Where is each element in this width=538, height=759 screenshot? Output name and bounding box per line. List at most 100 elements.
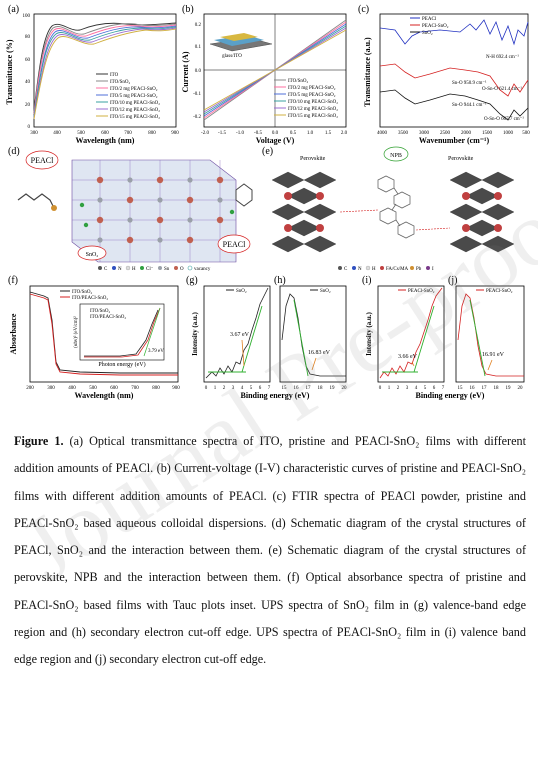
legend-entry: C: [104, 267, 108, 272]
xtick: 6: [259, 386, 262, 391]
panel-e-perovskite-right: Perovskite: [448, 156, 515, 253]
xtick: 20: [342, 386, 348, 391]
legend-entry: PEACl-SnO₂: [486, 289, 513, 294]
xtick: -2.0: [201, 131, 209, 136]
peacl-n-atom: [51, 205, 57, 211]
panel-f-ylabel: Absorbance: [9, 313, 18, 354]
legend-entry: ITO/15 mg PEACl-SnO₂: [110, 115, 160, 120]
ftir-annotation: O-Sn-O 607.7 cm⁻¹: [484, 116, 524, 122]
device-electrode: [220, 33, 258, 41]
perovskite-label: Perovskite: [300, 156, 326, 162]
sno2-lattice-box: [71, 159, 237, 263]
arrow: [241, 339, 245, 367]
xtick: 800: [152, 386, 160, 391]
arrow: [311, 357, 317, 371]
tauc-sno2: [84, 309, 159, 357]
ij-xlabel: Binding energy (eV): [416, 391, 485, 400]
panel-d-peacl-right: PEACl: [217, 183, 253, 254]
panel-b-letter: (b): [182, 4, 194, 15]
panel-b-curves: [203, 19, 347, 121]
arrow: [411, 361, 415, 367]
xtick: 1.5: [325, 131, 332, 136]
legend-entry: PEACl-SnO₂: [408, 289, 435, 294]
xtick: 900: [172, 386, 180, 391]
figure-1: (a) ITO ITO/SnO₂ ITO/2 mg PEACl-SnO₂ ITO…: [5, 4, 530, 400]
xtick: 4: [241, 386, 244, 391]
perovskite-label: Perovskite: [448, 156, 474, 162]
legend-entry: ITO/PEACl-SnO₂: [72, 296, 108, 301]
cutoff-value: 16.91 eV: [482, 352, 505, 358]
panel-i-xticks: 0 1 2 3 4 5 6 7: [379, 386, 445, 391]
ytick: 60: [25, 58, 31, 63]
xtick: 1500: [482, 131, 493, 136]
ytick: 40: [25, 80, 31, 85]
panel-f-letter: (f): [8, 275, 18, 286]
xtick: 1: [388, 386, 391, 391]
xtick: 0: [205, 386, 208, 391]
xtick: 400: [53, 131, 61, 136]
legend-entry: ITO/12 mg PEACl-SnO₂: [288, 107, 338, 112]
npb-callout: [383, 146, 409, 162]
legend-entry: PEACl-SnO₂: [422, 24, 449, 29]
peacl-ring: [235, 183, 253, 207]
xtick: 900: [171, 131, 179, 136]
ytick: 20: [25, 103, 31, 108]
panel-d-letter: (d): [8, 146, 20, 157]
vb-value: 3.67 eV: [230, 332, 250, 338]
peacl-label: PEACl: [31, 156, 54, 165]
caption-text: (a) Optical transmittance spectra of ITO…: [14, 434, 526, 667]
panel-c-xlabel: Wavenumber (cm⁻¹): [419, 136, 490, 145]
panel-c-ylabel: Transmittance (a.u.): [363, 37, 372, 107]
tauc-inset-frame: [79, 303, 165, 361]
tauc-fit-line: [143, 307, 161, 357]
xtick: 7: [268, 386, 271, 391]
ytick: 0.0: [195, 69, 202, 74]
ytick: -0.2: [193, 115, 201, 120]
xtick: 400: [68, 386, 76, 391]
panel-j-frame: [455, 285, 525, 383]
xtick: 700: [131, 386, 139, 391]
xtick: 3500: [398, 131, 409, 136]
ups-vb-peacl-sno2: [379, 287, 443, 379]
legend-entry: C: [344, 267, 348, 272]
legend-entry: ITO: [110, 73, 119, 78]
ftir-sno2: [379, 89, 529, 121]
xtick: 3: [406, 386, 409, 391]
npb-label: NPB: [390, 153, 402, 159]
ups-cutoff-peacl-sno2: [457, 293, 524, 377]
panel-a-legend: ITO ITO/SnO₂ ITO/2 mg PEACl-SnO₂ ITO/5 m…: [96, 73, 160, 120]
xtick: 500: [77, 131, 85, 136]
panel-a-xlabel: Wavelength (nm): [76, 136, 135, 145]
panel-f-inset: ITO/SnO₂ ITO/PEACl-SnO₂ 3.79 eV Photon e…: [73, 303, 165, 368]
legend-entry: N: [118, 267, 122, 272]
panel-a-curves: [33, 22, 177, 120]
inset-ylabel: (αhν)² (eV/cm)²: [73, 316, 79, 348]
panel-b-xticks: -2.0 -1.5 -1.0 -0.5 0.0 0.5 1.0 1.5 2.0: [201, 131, 348, 136]
ytick: 80: [25, 35, 31, 40]
curve-2mg: [33, 24, 177, 115]
panel-a-letter: (a): [8, 4, 19, 15]
panel-i-frame: [377, 285, 445, 383]
panel-e-npb: NPB: [339, 146, 451, 239]
ftir-peacl: [379, 19, 529, 46]
panel-f-legend: ITO/SnO₂ ITO/PEACl-SnO₂: [60, 290, 108, 301]
peacl-molecule: [17, 193, 55, 209]
legend-entry: SnO₂: [236, 289, 247, 294]
xtick: 3: [232, 386, 235, 391]
caption-lead: Figure 1.: [14, 434, 64, 448]
panel-f-frame: [29, 285, 179, 383]
edge-fit: [413, 305, 435, 373]
peacl-callout: [25, 150, 59, 170]
xtick: 500: [522, 131, 530, 136]
panel-e-perovskite-left: Perovskite: [271, 156, 337, 253]
legend-entry: SnO₂: [422, 31, 433, 36]
xtick: 600: [110, 386, 118, 391]
iv-curve: [203, 29, 347, 111]
panel-b-xlabel: Voltage (V): [256, 136, 295, 145]
xtick: 19: [506, 386, 512, 391]
edge-fit: [241, 305, 263, 373]
inset-value: 3.79 eV: [148, 349, 164, 354]
panel-d-legend: C N H Cl⁻ Sn O vacancy: [98, 265, 211, 272]
xtick: 300: [47, 386, 55, 391]
xtick: 2.0: [341, 131, 348, 136]
